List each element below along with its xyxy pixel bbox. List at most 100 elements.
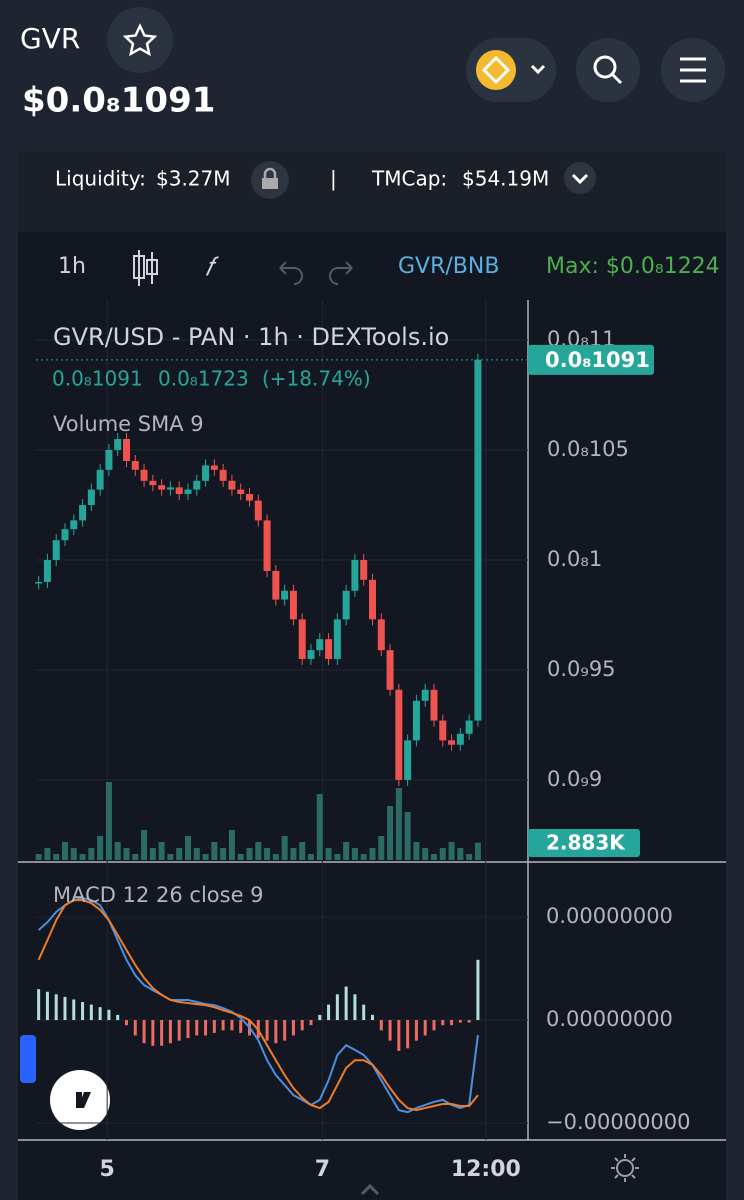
candle xyxy=(158,485,166,490)
candle xyxy=(210,465,218,470)
histogram-bar xyxy=(195,1020,199,1036)
redo-icon[interactable] xyxy=(329,261,353,285)
candle xyxy=(395,689,403,780)
candle xyxy=(263,520,271,571)
volume-bar xyxy=(211,842,218,860)
volume-bar xyxy=(457,848,464,860)
star-icon xyxy=(122,23,158,57)
volume-bar xyxy=(281,836,288,860)
candle xyxy=(105,450,113,470)
candle xyxy=(193,480,201,490)
legend-value: 0.0₈1723 xyxy=(158,367,249,391)
volume-bar xyxy=(123,848,130,860)
liquidity: $3.27M xyxy=(156,167,231,191)
side-tab[interactable] xyxy=(20,1035,36,1083)
histogram-bar xyxy=(133,1020,137,1036)
histogram-bar xyxy=(441,1020,445,1026)
candle xyxy=(175,487,183,494)
volume-bar xyxy=(158,842,165,860)
histogram-bar xyxy=(212,1020,216,1033)
volume-bar xyxy=(290,848,297,860)
histogram-bar xyxy=(98,1007,102,1021)
candle xyxy=(421,689,429,701)
histogram-bar xyxy=(221,1020,225,1031)
candle-icon[interactable] xyxy=(133,250,158,286)
volume-bar xyxy=(272,854,279,860)
volume-bar xyxy=(474,842,481,860)
histogram-bar xyxy=(124,1020,128,1026)
histogram-bar xyxy=(265,1020,269,1041)
histogram-bar xyxy=(379,1020,383,1031)
search-button[interactable] xyxy=(576,38,640,102)
volume-bar xyxy=(132,854,139,860)
favorite-button[interactable] xyxy=(107,7,173,73)
histogram-bar xyxy=(283,1020,287,1041)
candle xyxy=(79,504,87,521)
candle xyxy=(412,700,420,741)
histogram-bar xyxy=(168,1020,172,1044)
volume-bar xyxy=(105,782,112,860)
histogram-bar xyxy=(397,1020,401,1051)
histogram-bar xyxy=(151,1020,155,1046)
candle xyxy=(70,520,78,530)
settings-icon[interactable] xyxy=(616,1159,634,1177)
candle xyxy=(131,461,139,470)
histogram-bar xyxy=(63,996,67,1021)
histogram-bar xyxy=(362,1004,366,1021)
volume-bar xyxy=(79,854,86,860)
volume-bar xyxy=(114,842,121,860)
candle xyxy=(237,489,245,494)
volume-bar xyxy=(325,848,332,860)
candle xyxy=(448,740,456,745)
candle xyxy=(254,500,262,521)
histogram-bar xyxy=(107,1009,111,1021)
tmcap: $54.19M xyxy=(462,167,549,191)
chart-title: GVR/USD - PAN · 1h · DEXTools.io xyxy=(53,323,449,351)
y-tick-label: 0.0₉9 xyxy=(547,767,602,791)
volume-bar xyxy=(307,854,314,860)
liquidity-label: Liquidity: xyxy=(55,167,146,191)
volume-bar xyxy=(228,830,235,860)
histogram-bar xyxy=(186,1020,190,1039)
lock-icon xyxy=(263,167,277,178)
volume-bar xyxy=(237,854,244,860)
histogram-bar xyxy=(344,986,348,1021)
price-tag xyxy=(528,344,654,375)
plot: 5 7 12:000.0₈110.0₈1050.0₈10.0₉950.0₉92.88… xyxy=(35,300,691,1182)
interval[interactable]: 1h xyxy=(58,254,86,279)
candle xyxy=(166,487,174,490)
y-tick-label: 0.0₈105 xyxy=(547,437,629,461)
undo-icon[interactable] xyxy=(279,261,303,285)
histogram-bar xyxy=(177,1020,181,1041)
candle xyxy=(281,590,289,600)
histogram-bar xyxy=(353,994,357,1021)
candle xyxy=(404,740,412,780)
candle xyxy=(96,469,104,490)
search-icon xyxy=(610,72,623,85)
histogram-bar xyxy=(335,994,339,1021)
histogram-bar xyxy=(230,1020,234,1031)
legend-value: (+18.74%) xyxy=(262,367,371,391)
histogram-bar xyxy=(467,1020,471,1023)
volume-bar xyxy=(176,848,183,860)
volume-bar xyxy=(149,848,156,860)
expand-button[interactable] xyxy=(564,162,596,194)
pair-link[interactable]: GVR/BNB xyxy=(398,254,499,279)
candle xyxy=(386,650,394,690)
volume-bar xyxy=(220,848,227,860)
volume-bar xyxy=(439,848,446,860)
histogram-bar xyxy=(423,1020,427,1036)
scroll-up[interactable] xyxy=(360,1183,380,1196)
histogram-bar xyxy=(370,1014,374,1021)
y-tick-label: 0.0₉95 xyxy=(547,657,616,681)
chevron xyxy=(571,173,589,185)
candle xyxy=(245,493,253,501)
histogram-bar xyxy=(300,1020,304,1031)
candle xyxy=(61,529,69,541)
volume-bar xyxy=(141,830,148,860)
candle xyxy=(52,540,60,560)
candle xyxy=(360,559,368,580)
candle xyxy=(377,619,385,651)
volume-label: 2.883K xyxy=(546,831,626,855)
macd-line xyxy=(37,899,479,1112)
